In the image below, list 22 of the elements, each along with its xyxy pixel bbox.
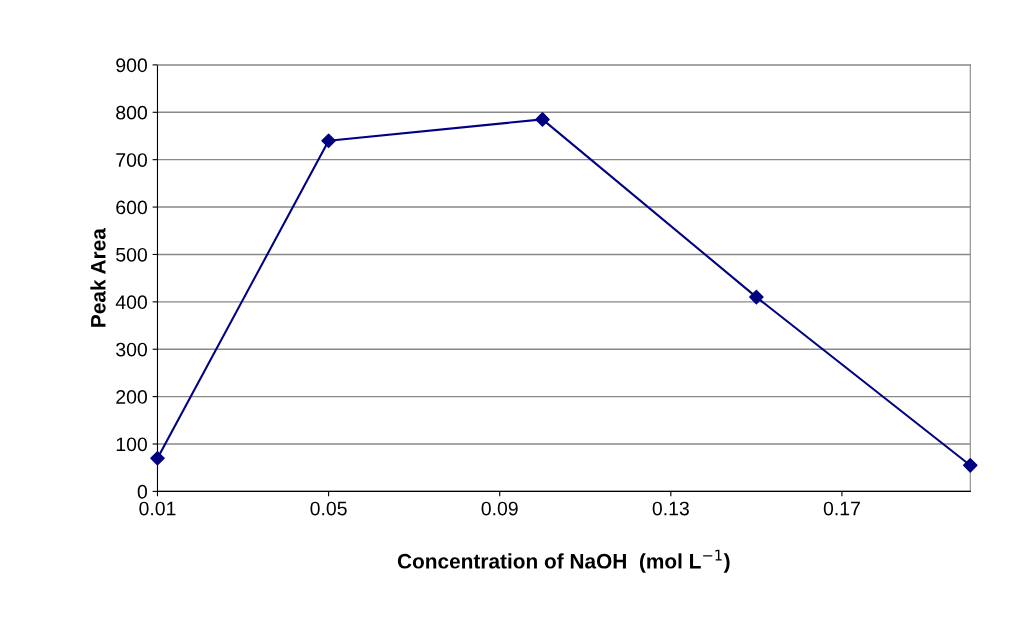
x-axis-title: Concentration of NaOH (mol L$^{−1}$) xyxy=(397,549,730,573)
y-tick-label: 700 xyxy=(116,153,147,167)
y-axis-title: Peak Area xyxy=(90,228,106,327)
y-tick-label: 300 xyxy=(116,342,147,357)
point xyxy=(321,133,336,148)
y-tick-label: 900 xyxy=(116,58,147,73)
x-tick-label: 0.05 xyxy=(310,501,347,516)
y-tick-label: 500 xyxy=(116,247,147,262)
y-tick-label: 100 xyxy=(116,437,147,452)
y-tick-label: 600 xyxy=(116,200,147,215)
point xyxy=(749,289,764,305)
x-tick-label: 0.01 xyxy=(139,501,176,516)
x-tick-label: 0.17 xyxy=(823,501,860,516)
point xyxy=(535,112,550,127)
y-tick-label: 0 xyxy=(137,484,147,499)
y-tick-label: 800 xyxy=(116,105,147,120)
point xyxy=(150,450,165,466)
x-tick-label: 0.09 xyxy=(481,501,518,516)
point xyxy=(962,458,978,473)
y-tick-label: 400 xyxy=(115,295,147,310)
x-tick-label: 0.13 xyxy=(652,501,689,516)
y-tick-label: 200 xyxy=(116,390,147,404)
